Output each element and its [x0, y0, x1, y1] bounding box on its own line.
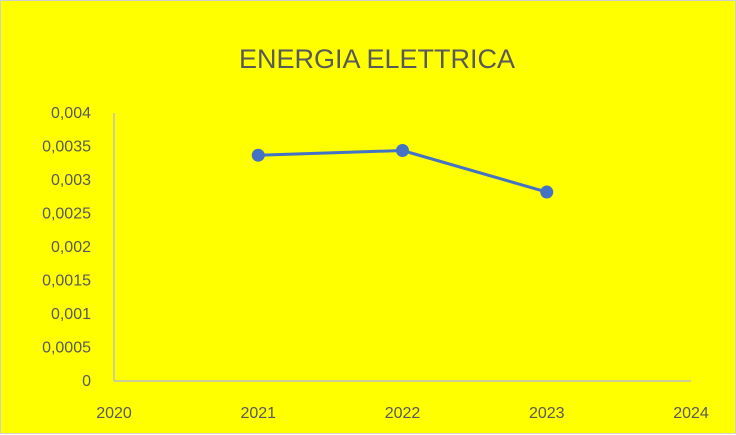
data-point: [251, 148, 265, 162]
x-tick-label: 2022: [385, 405, 421, 422]
y-tick-label: 0,003: [51, 172, 91, 189]
y-axis: 0 0,0005 0,001 0,0015 0,002 0,0025 0,003 0,0035…: [42, 105, 115, 390]
data-point: [396, 144, 409, 158]
y-tick-label: 0,0025: [42, 206, 91, 223]
plot-area: [251, 144, 554, 199]
x-tick-label: 2020: [96, 405, 132, 422]
y-tick-label: 0,004: [51, 105, 91, 122]
x-tick-label: 2024: [673, 405, 709, 422]
y-tick-label: 0,0005: [42, 340, 91, 357]
y-tick-label: 0,0015: [42, 273, 91, 290]
x-axis: 2020 2021 2022 2023 2024: [96, 380, 709, 422]
y-tick-label: 0,001: [51, 306, 91, 323]
data-point: [540, 185, 554, 199]
x-tick-label: 2021: [240, 405, 276, 422]
y-tick-label: 0,002: [51, 239, 91, 256]
y-tick-label: 0,0035: [42, 139, 91, 156]
y-tick-label: 0: [82, 373, 91, 390]
x-tick-label: 2023: [529, 405, 565, 422]
chart-title: ENERGIA ELETTRICA: [239, 44, 515, 74]
